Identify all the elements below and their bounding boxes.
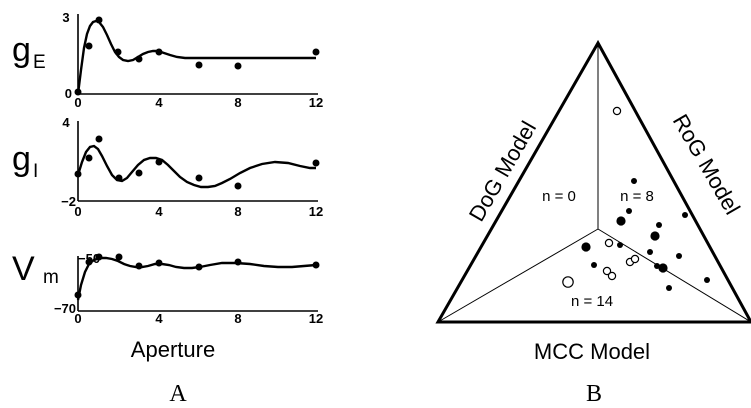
point-gi-8 [312,159,320,167]
curve-gi [76,144,316,189]
points-gi [74,135,320,190]
ytick-vm-bottom: −70 [54,301,76,316]
point-filled [626,208,632,214]
xtick-gi-8: 8 [234,204,241,219]
xtick-vm-0: 0 [74,311,81,326]
point-filled-large [658,263,668,273]
xtick-gi-4: 4 [155,204,163,219]
ylabel-gi-main: g [12,140,31,178]
curve-ge [76,19,316,95]
point-filled [704,277,710,283]
point-vm-1 [85,258,93,266]
panel-a: g E 3 0 0 4 8 12 g [12,10,323,407]
panel-label-b: B [586,381,602,407]
point-filled [682,212,688,218]
xtick-vm-4: 4 [155,311,163,326]
point-gi-7 [234,182,242,190]
xtick-gi-0: 0 [74,204,81,219]
ternary-points [562,106,710,291]
point-gi-0 [74,170,82,178]
point-filled-large [650,231,660,241]
ternary-triangle [435,39,751,324]
point-vm-0 [74,291,82,299]
subplot-ge: g E 3 0 0 4 8 12 [12,10,323,110]
ternary-divider-left [437,228,599,323]
point-vm-8 [312,261,320,269]
point-ge-0 [74,88,82,96]
xtick-ge-12: 12 [309,95,323,110]
panel-b: DoG Model RoG Model MCC Model n = 0 n = … [435,39,751,407]
ylabel-gi-sub: I [33,161,38,182]
point-ge-3 [114,48,122,56]
point-gi-3 [115,174,123,182]
point-ge-7 [234,62,242,70]
point-filled [676,253,682,259]
point-vm-6 [195,263,203,271]
point-open [602,266,612,276]
xtick-ge-4: 4 [155,95,163,110]
count-rog: n = 8 [620,188,654,205]
point-filled-large [581,242,591,252]
point-gi-4 [135,169,143,177]
point-open [630,254,640,264]
side-label-rog: RoG Model [668,110,745,219]
point-filled [666,285,672,291]
point-open [607,271,617,281]
point-gi-1 [85,154,93,162]
point-open [612,106,622,116]
ytick-gi-bottom: −2 [61,194,76,209]
point-filled [656,222,662,228]
xtick-ge-0: 0 [74,95,81,110]
point-gi-5 [155,158,163,166]
count-dog: n = 0 [542,188,576,205]
panel-label-a: A [169,381,187,407]
point-filled-large [616,216,626,226]
point-open [604,238,614,248]
point-filled [591,262,597,268]
point-gi-6 [195,174,203,182]
point-ge-8 [312,48,320,56]
side-label-mcc: MCC Model [534,339,650,364]
ytick-ge-top: 3 [62,10,69,25]
point-ge-6 [195,61,203,69]
point-open [562,276,574,288]
ylabel-ge-main: g [12,31,31,69]
ytick-vm-top: −50 [78,251,100,266]
xlabel-aperture: Aperture [131,337,215,362]
point-filled [647,249,653,255]
point-filled [617,242,623,248]
point-ge-1 [85,42,93,50]
xtick-vm-8: 8 [234,311,241,326]
point-vm-3 [115,253,123,261]
point-ge-5 [155,48,163,56]
xtick-vm-12: 12 [309,311,323,326]
point-vm-5 [155,259,163,267]
subplot-vm: V m −50 −70 0 4 8 12 [12,250,323,326]
point-vm-7 [234,258,242,266]
xtick-ge-8: 8 [234,95,241,110]
points-vm [74,253,320,299]
count-mcc: n = 14 [571,293,613,310]
point-filled [631,178,637,184]
point-gi-2 [95,135,103,143]
subplot-gi: g I 4 −2 0 4 8 12 [12,115,323,219]
points-ge [74,16,320,96]
point-ge-2 [95,16,103,24]
ytick-gi-top: 4 [62,115,70,130]
ylabel-ge-sub: E [33,52,46,73]
ternary-divider-right [597,228,751,323]
ytick-ge-bottom: 0 [65,86,72,101]
point-vm-2 [95,253,103,261]
ylabel-vm-sub: m [43,267,59,288]
xtick-gi-12: 12 [309,204,323,219]
ylabel-vm-main: V [12,250,35,288]
point-vm-4 [135,262,143,270]
point-ge-4 [135,55,143,63]
